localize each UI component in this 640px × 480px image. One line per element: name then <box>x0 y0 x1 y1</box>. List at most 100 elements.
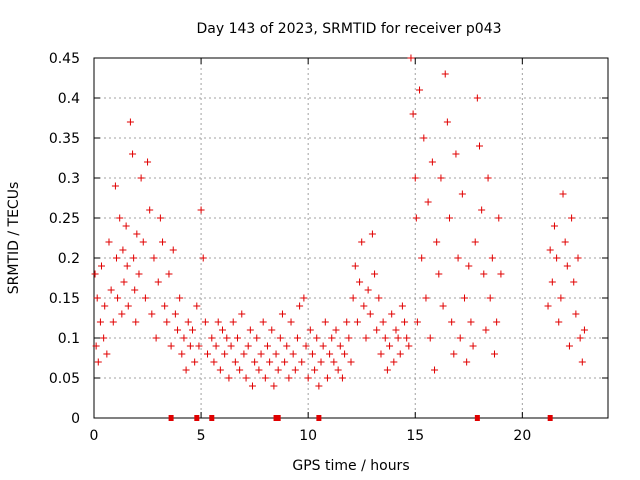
data-point <box>242 374 250 382</box>
y-tick-label: 0.45 <box>49 51 80 67</box>
data-point <box>377 350 385 358</box>
data-point <box>311 366 319 374</box>
data-point <box>488 254 496 262</box>
data-point <box>263 342 271 350</box>
data-point <box>328 334 336 342</box>
data-point <box>101 302 109 310</box>
data-point <box>332 326 340 334</box>
data-point <box>308 350 316 358</box>
data-point <box>390 358 398 366</box>
data-point <box>300 294 308 302</box>
data-point <box>171 310 179 318</box>
data-point <box>214 318 222 326</box>
data-point <box>182 366 190 374</box>
data-point <box>338 374 346 382</box>
data-point <box>334 366 342 374</box>
data-point <box>103 350 111 358</box>
data-point <box>371 270 379 278</box>
data-point <box>580 326 588 334</box>
data-point <box>405 342 413 350</box>
data-point <box>248 382 256 390</box>
data-point <box>197 206 205 214</box>
data-point <box>375 294 383 302</box>
data-point <box>548 278 556 286</box>
data-point <box>233 334 241 342</box>
data-point <box>109 318 117 326</box>
data-point <box>553 254 561 262</box>
x-tick-label: 15 <box>406 428 424 444</box>
data-point <box>379 318 387 326</box>
data-point <box>210 358 218 366</box>
data-point <box>278 310 286 318</box>
data-point <box>266 358 274 366</box>
data-point <box>422 294 430 302</box>
tracking-markers <box>168 415 553 421</box>
data-point <box>473 94 481 102</box>
data-point <box>364 286 372 294</box>
data-point <box>116 214 124 222</box>
data-point <box>244 342 252 350</box>
data-point <box>199 254 207 262</box>
data-point <box>467 318 475 326</box>
data-point <box>403 334 411 342</box>
data-point <box>458 190 466 198</box>
data-point <box>465 262 473 270</box>
data-point <box>323 374 331 382</box>
data-point <box>114 294 122 302</box>
data-point <box>246 326 254 334</box>
x-axis: 0 5 10 15 20 <box>90 58 531 444</box>
data-point <box>304 374 312 382</box>
data-point <box>484 174 492 182</box>
data-point <box>93 294 101 302</box>
data-point <box>119 246 127 254</box>
data-point <box>353 318 361 326</box>
data-point <box>146 206 154 214</box>
data-point <box>345 334 353 342</box>
data-point <box>572 310 580 318</box>
data-point <box>96 318 104 326</box>
tracking-marker <box>194 415 200 421</box>
x-axis-label: GPS time / hours <box>292 458 409 474</box>
data-point <box>412 214 420 222</box>
data-point <box>159 238 167 246</box>
data-point <box>201 318 209 326</box>
data-point <box>326 350 334 358</box>
data-point <box>302 342 310 350</box>
data-point <box>578 358 586 366</box>
data-point <box>411 174 419 182</box>
tracking-marker <box>474 415 480 421</box>
data-point <box>204 350 212 358</box>
chart-title: Day 143 of 2023, SRMTID for receiver p04… <box>196 21 501 37</box>
data-point <box>392 326 400 334</box>
data-point <box>126 118 134 126</box>
data-point <box>287 318 295 326</box>
tracking-marker <box>168 415 174 421</box>
data-point <box>418 254 426 262</box>
tracking-marker <box>547 415 553 421</box>
data-point <box>570 278 578 286</box>
data-point <box>356 278 364 286</box>
y-tick-label: 0 <box>71 411 80 427</box>
data-point <box>272 350 280 358</box>
data-point <box>240 350 248 358</box>
data-point <box>112 254 120 262</box>
data-point <box>131 286 139 294</box>
data-point <box>135 270 143 278</box>
y-axis-label: SRMTID / TECUs <box>6 182 22 295</box>
tracking-marker <box>209 415 215 421</box>
data-point <box>91 270 99 278</box>
data-point <box>401 318 409 326</box>
data-point <box>358 238 366 246</box>
data-point <box>238 310 246 318</box>
y-tick-label: 0.05 <box>49 371 80 387</box>
data-point <box>130 254 138 262</box>
data-point <box>253 334 261 342</box>
data-point <box>351 262 359 270</box>
data-point <box>251 358 259 366</box>
data-point <box>118 310 126 318</box>
data-point <box>92 342 100 350</box>
data-point <box>229 318 237 326</box>
data-point <box>178 350 186 358</box>
data-point <box>495 214 503 222</box>
